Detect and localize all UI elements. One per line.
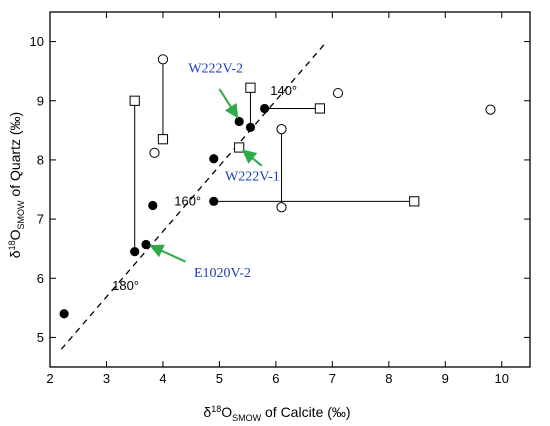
annotation-w222v-1: W222V-1 xyxy=(225,170,280,185)
x-axis-label: δ18OSMOW of Calcite (‰) xyxy=(203,404,350,423)
tick-labels: 2 3 4 5 6 7 8 9 10 5 6 7 8 9 10 W222V-2 W222V-1 E1020V-2 1… xyxy=(30,34,509,386)
x-tick-label: 3 xyxy=(103,371,110,386)
annotation-arrow xyxy=(149,244,186,263)
x-tick-label: 6 xyxy=(272,371,279,386)
open-square-point xyxy=(234,142,245,153)
y-tick-label: 6 xyxy=(37,271,44,286)
annotation-e1020v-2: E1020V-2 xyxy=(194,266,251,281)
filled-circle-point xyxy=(234,116,244,127)
x-tick-label: 7 xyxy=(329,371,336,386)
annotation-arrow xyxy=(242,149,263,167)
plot-area xyxy=(49,11,531,368)
annotation-160: 160° xyxy=(174,193,201,208)
x-tick-label: 9 xyxy=(442,371,449,386)
open-circle-point xyxy=(149,147,160,158)
filled-circle-point xyxy=(259,103,270,114)
plot-frame xyxy=(49,11,531,368)
filled-circle-point xyxy=(141,239,151,250)
x-tick-label: 5 xyxy=(216,371,223,386)
open-circle-point xyxy=(332,87,344,99)
open-circle-point xyxy=(276,202,287,213)
y-axis-label: δ18OSMOW of Quartz (‰) xyxy=(7,112,26,258)
y-tick-label: 7 xyxy=(37,212,44,227)
open-square-point xyxy=(245,82,256,93)
x-tick-label: 4 xyxy=(159,371,166,386)
annotation-140: 140° xyxy=(270,83,297,98)
filled-circle-point xyxy=(59,309,69,319)
filled-circle-point xyxy=(245,122,256,132)
x-tick-label: 10 xyxy=(495,371,509,386)
annotation-180: 180° xyxy=(112,278,139,293)
y-tick-label: 10 xyxy=(30,34,44,49)
open-square-point xyxy=(157,134,169,145)
dashed-reference-line xyxy=(60,41,328,350)
x-tick-label: 8 xyxy=(385,371,392,386)
y-tick-label: 8 xyxy=(37,152,44,167)
open-square-point xyxy=(409,196,420,207)
y-tick-label: 9 xyxy=(37,93,44,108)
x-tick-label: 2 xyxy=(46,371,53,386)
filled-circle-point xyxy=(148,200,158,211)
y-tick-label: 5 xyxy=(37,330,44,345)
annotation-w222v-2: W222V-2 xyxy=(188,61,243,76)
open-circle-point xyxy=(485,104,496,115)
open-square-point xyxy=(314,103,326,114)
filled-circle-point xyxy=(209,196,219,206)
filled-circle-point xyxy=(209,154,219,164)
open-square-point xyxy=(129,95,140,106)
annotation-arrow xyxy=(218,88,239,119)
open-circle-point xyxy=(276,124,287,135)
open-circle-point xyxy=(157,54,169,65)
filled-circle-point xyxy=(130,247,140,257)
